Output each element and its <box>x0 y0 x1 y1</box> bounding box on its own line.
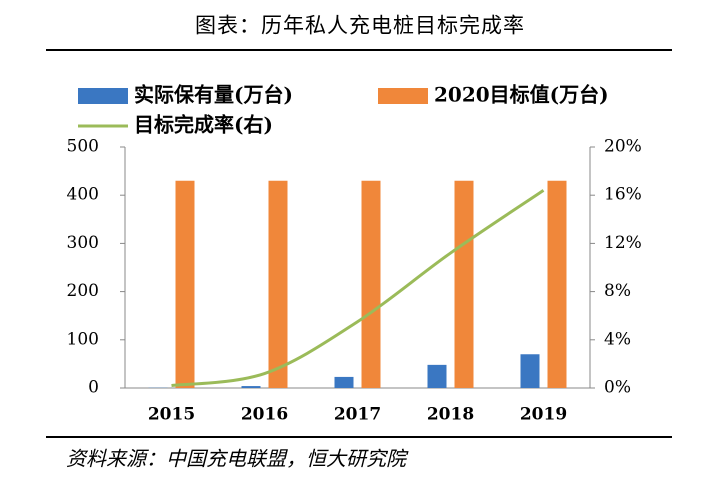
x-tick-label: 2016 <box>241 405 288 425</box>
bar <box>175 180 195 388</box>
bar <box>241 386 261 388</box>
x-tick-label: 2017 <box>334 405 381 425</box>
source-note: 资料来源：中国充电联盟，恒大研究院 <box>66 447 409 471</box>
x-tick-label: 2015 <box>148 405 195 425</box>
legend-label: 2020目标值(万台) <box>434 83 609 107</box>
legend-label: 实际保有量(万台) <box>134 83 293 107</box>
y2-tick-label: 16% <box>604 185 642 205</box>
bar <box>547 180 567 388</box>
y-tick-label: 400 <box>67 185 99 205</box>
y-tick-label: 200 <box>67 281 99 301</box>
y-tick-label: 500 <box>67 137 99 157</box>
line <box>171 189 545 388</box>
y2-tick-label: 12% <box>604 233 642 253</box>
x-tick-label: 2018 <box>427 405 474 425</box>
y-tick-label: 300 <box>67 233 99 253</box>
bar <box>454 180 474 388</box>
x-tick-label: 2019 <box>520 405 567 425</box>
y2-tick-label: 0% <box>604 378 631 398</box>
bar <box>268 180 288 388</box>
legend-label: 目标完成率(右) <box>134 113 273 137</box>
y2-tick-label: 20% <box>604 137 642 157</box>
bar <box>361 180 381 388</box>
y-tick-label: 0 <box>88 378 99 398</box>
y-tick-label: 100 <box>67 329 99 349</box>
y2-tick-label: 8% <box>604 281 631 301</box>
legend-swatch <box>378 88 428 104</box>
bar <box>427 364 447 388</box>
y2-tick-label: 4% <box>604 329 631 349</box>
bar <box>520 354 540 388</box>
chart-title: 图表：历年私人充电桩目标完成率 <box>195 14 525 38</box>
bar <box>334 376 354 388</box>
legend-swatch <box>78 88 128 104</box>
